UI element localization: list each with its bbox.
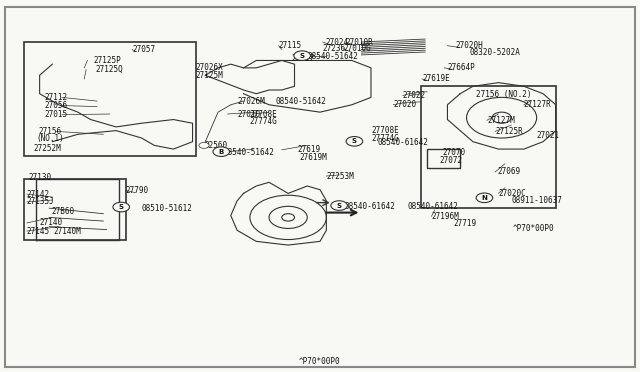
- Text: S: S: [337, 203, 342, 209]
- Text: 27142: 27142: [27, 190, 50, 199]
- Text: 27020H: 27020H: [455, 41, 483, 50]
- Text: 27127R: 27127R: [524, 100, 552, 109]
- Text: 27252M: 27252M: [33, 144, 61, 153]
- Text: 08540-61642: 08540-61642: [378, 138, 428, 147]
- Text: 27022: 27022: [403, 91, 426, 100]
- Text: 27619: 27619: [298, 145, 321, 154]
- Text: ^P70*00P0: ^P70*00P0: [299, 357, 341, 366]
- Text: 27070: 27070: [442, 148, 465, 157]
- Text: 27112: 27112: [45, 93, 68, 102]
- Text: 08540-61642: 08540-61642: [408, 202, 459, 211]
- Text: 08540-51642: 08540-51642: [275, 97, 326, 106]
- Text: 27708E: 27708E: [250, 109, 278, 119]
- Circle shape: [476, 193, 493, 203]
- Circle shape: [294, 51, 310, 61]
- Text: 27236: 27236: [323, 44, 346, 53]
- Circle shape: [346, 137, 363, 146]
- Text: 27619E: 27619E: [422, 74, 450, 83]
- Text: 08510-51612: 08510-51612: [141, 203, 193, 213]
- Circle shape: [216, 149, 227, 155]
- Text: 27145: 27145: [27, 227, 50, 235]
- Text: 27127M: 27127M: [487, 116, 515, 125]
- Text: 27253M: 27253M: [326, 171, 354, 180]
- Text: 27015: 27015: [45, 110, 68, 119]
- Text: S: S: [300, 53, 305, 59]
- Text: 27057: 27057: [132, 45, 155, 54]
- Text: 27B60: 27B60: [51, 207, 74, 217]
- Text: 27125P: 27125P: [94, 56, 122, 65]
- Bar: [24, 179, 125, 240]
- Text: 27026M: 27026M: [237, 97, 265, 106]
- Text: 27135J: 27135J: [27, 198, 54, 206]
- Text: 08540-51642: 08540-51642: [307, 52, 358, 61]
- Text: 27774G: 27774G: [250, 117, 278, 126]
- Text: S: S: [118, 204, 124, 210]
- Text: (NO.1): (NO.1): [36, 134, 64, 143]
- Bar: [24, 42, 196, 157]
- Text: 27790: 27790: [125, 186, 148, 195]
- Text: 08540-51642: 08540-51642: [223, 148, 274, 157]
- Bar: [427, 149, 460, 167]
- Text: 27708E: 27708E: [371, 126, 399, 135]
- Text: 27774G: 27774G: [371, 134, 399, 142]
- Text: 27024: 27024: [325, 38, 348, 46]
- Text: 27020: 27020: [394, 100, 417, 109]
- Circle shape: [331, 201, 348, 211]
- Text: 27719: 27719: [454, 219, 477, 228]
- Text: 27619M: 27619M: [300, 153, 327, 162]
- Text: 08540-61642: 08540-61642: [344, 202, 395, 211]
- Text: 27125M: 27125M: [196, 71, 223, 80]
- Text: 27156 (NO.2): 27156 (NO.2): [476, 90, 532, 99]
- Text: 27125R: 27125R: [495, 127, 523, 136]
- Text: 27140: 27140: [40, 218, 63, 227]
- Text: 27010R: 27010R: [346, 38, 373, 46]
- Text: 27664P: 27664P: [447, 63, 475, 72]
- Text: 92560: 92560: [204, 141, 227, 150]
- Text: 27056: 27056: [45, 101, 68, 110]
- Text: 08320-5202A: 08320-5202A: [470, 48, 520, 57]
- Text: ^P70*00P0: ^P70*00P0: [513, 224, 554, 233]
- Text: 27069: 27069: [497, 167, 520, 176]
- Bar: [420, 86, 556, 208]
- Text: S: S: [352, 138, 357, 144]
- Circle shape: [213, 147, 230, 157]
- Circle shape: [199, 142, 209, 148]
- Text: B: B: [219, 149, 224, 155]
- Text: 27140M: 27140M: [54, 227, 81, 235]
- Text: 27115: 27115: [278, 41, 301, 50]
- Text: 27156: 27156: [38, 127, 61, 136]
- Text: 27125Q: 27125Q: [96, 65, 124, 74]
- Text: 27010G: 27010G: [343, 44, 371, 53]
- Text: N: N: [481, 195, 487, 201]
- Text: 08911-10637: 08911-10637: [511, 196, 562, 205]
- Text: 27021: 27021: [537, 131, 560, 140]
- Text: 27026X: 27026X: [196, 63, 223, 72]
- Text: 27117: 27117: [291, 54, 314, 63]
- Text: 27010: 27010: [237, 109, 260, 119]
- Text: 27196M: 27196M: [431, 212, 460, 221]
- Text: 27020C: 27020C: [499, 189, 526, 198]
- Text: 27130: 27130: [28, 173, 51, 182]
- Text: 27072: 27072: [440, 156, 463, 166]
- Circle shape: [113, 202, 129, 212]
